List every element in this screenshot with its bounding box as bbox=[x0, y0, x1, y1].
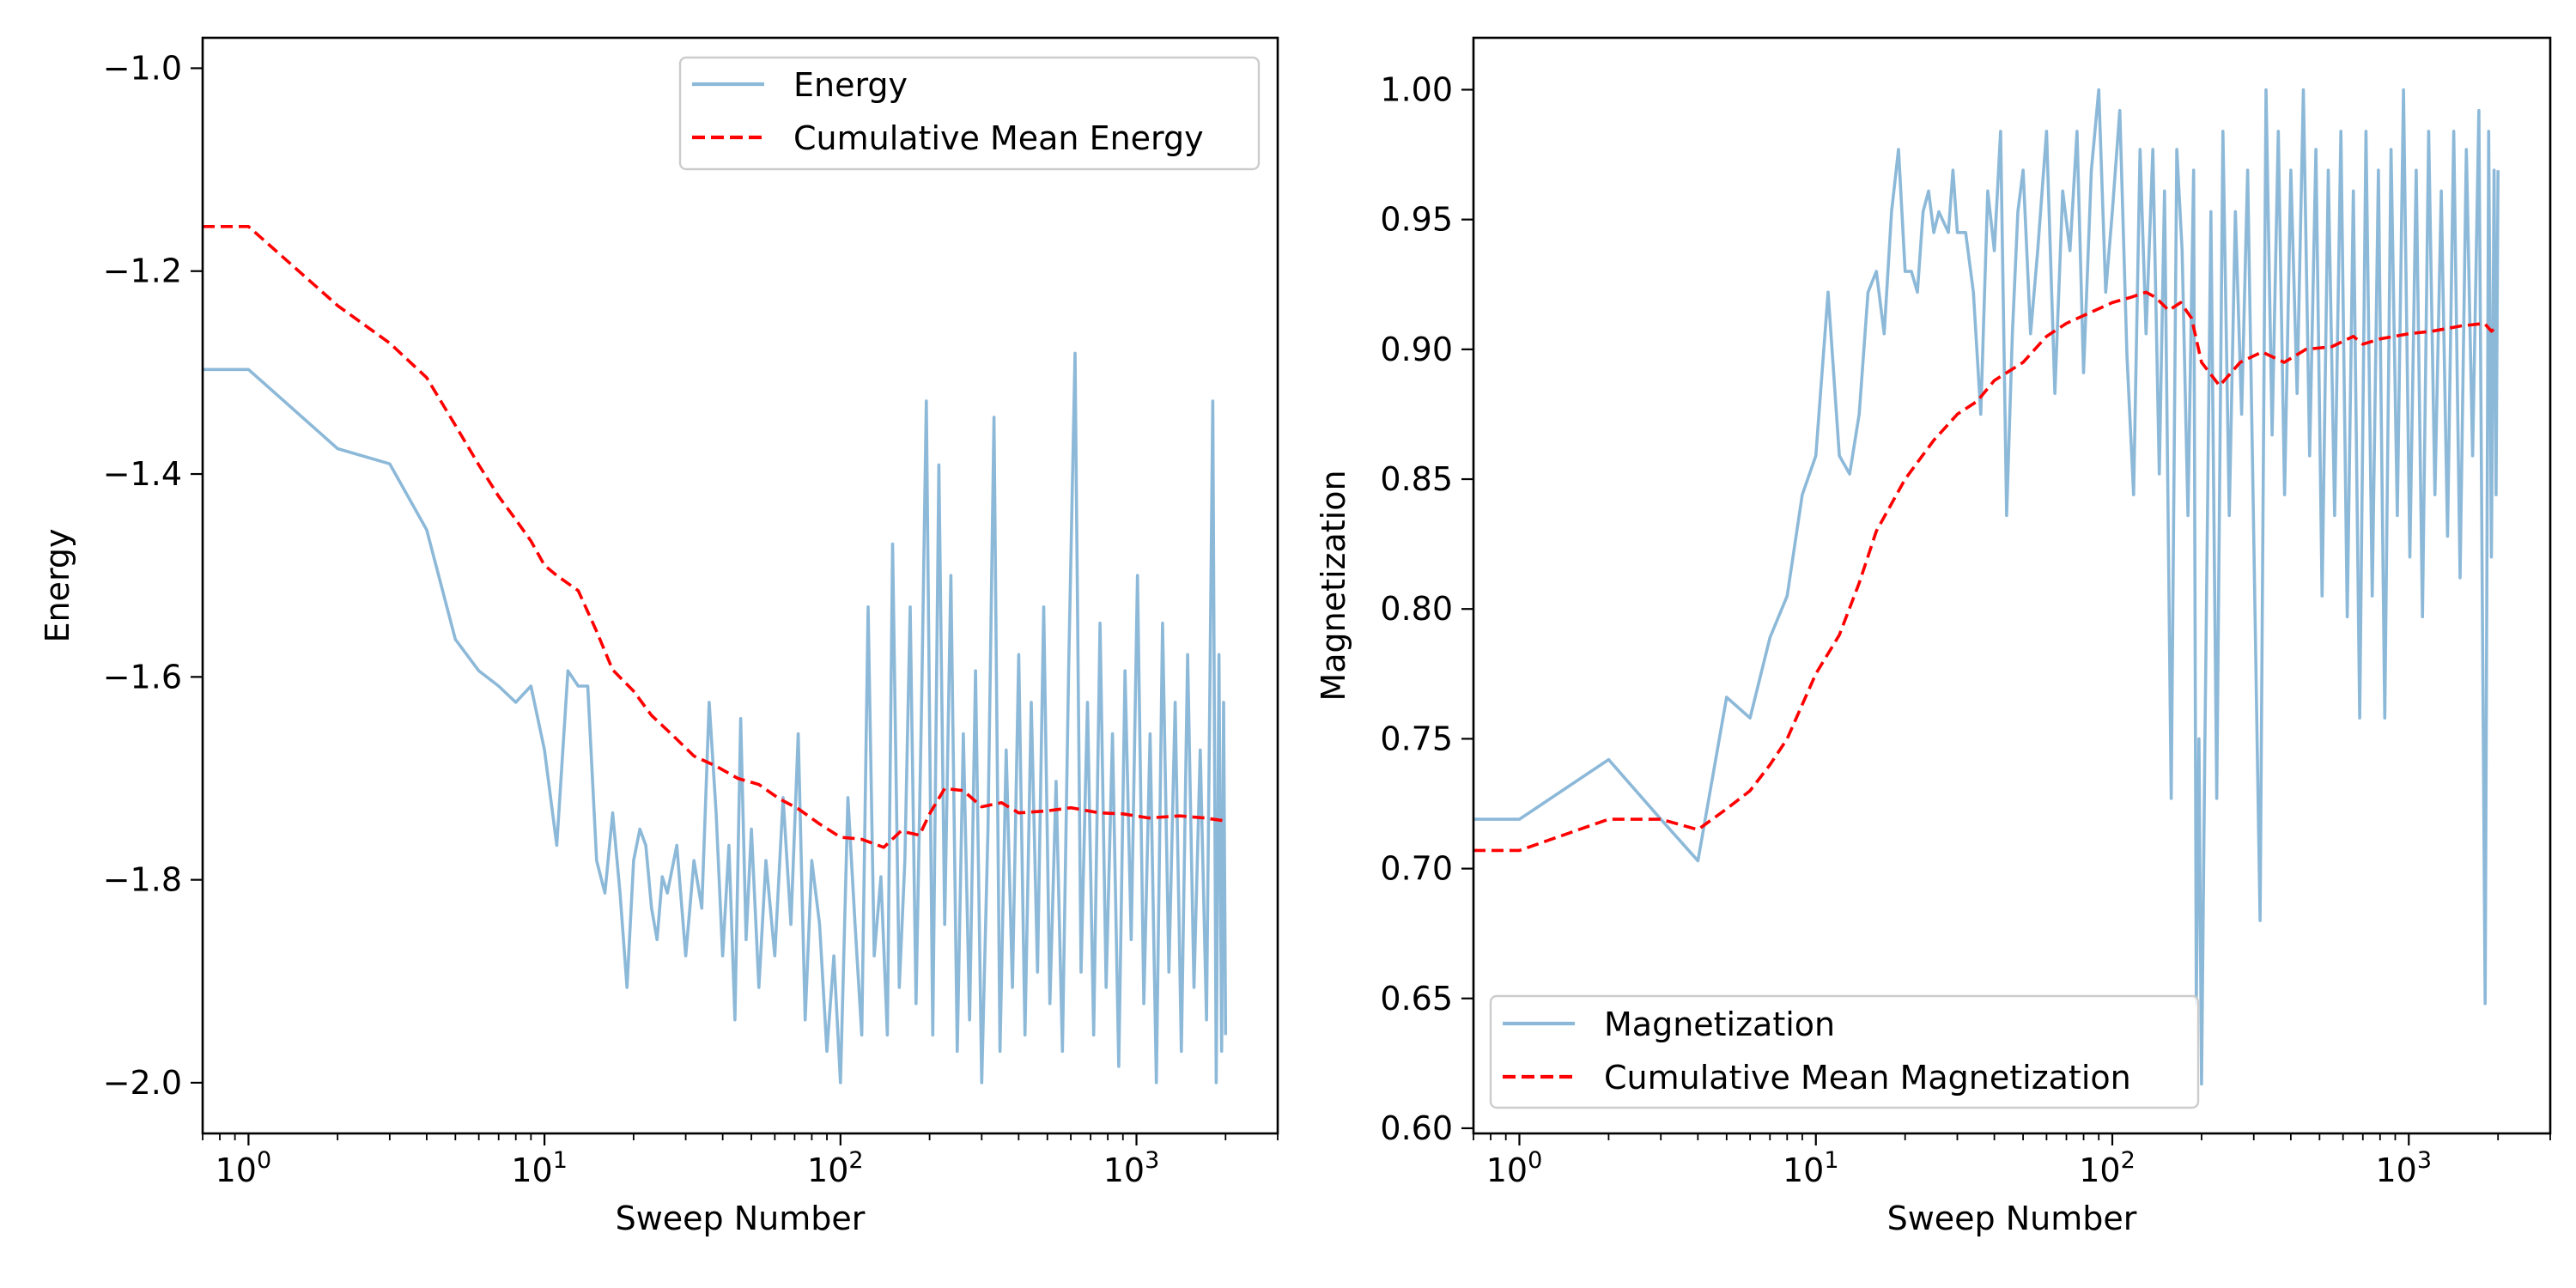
cumulative-mean-magnetization-legend-label: Cumulative Mean Magnetization bbox=[1604, 1059, 2131, 1097]
magnetization-x-tick-label: 103 bbox=[2375, 1147, 2432, 1189]
energy-y-tick-label: −1.0 bbox=[103, 49, 182, 87]
cumulative-mean-energy-line bbox=[203, 225, 1226, 849]
magnetization-y-tick-label: 1.00 bbox=[1380, 70, 1453, 108]
magnetization-plot-frame bbox=[1472, 36, 2552, 1135]
energy-plot-frame bbox=[201, 36, 1279, 1135]
energy-y-tick-label: −1.8 bbox=[103, 861, 182, 899]
magnetization-legend: Magnetization Cumulative Mean Magnetizat… bbox=[1489, 994, 2200, 1109]
energy-legend-box bbox=[678, 56, 1261, 171]
magnetization-plot-background bbox=[1473, 38, 2550, 1133]
energy-y-tick-label: −1.2 bbox=[103, 252, 182, 290]
energy-y-axis-label: Energy bbox=[39, 528, 76, 642]
magnetization-series-layer bbox=[1473, 88, 2500, 1086]
magnetization-y-tick-label: 0.65 bbox=[1380, 980, 1453, 1018]
energy-x-tick-label: 101 bbox=[511, 1147, 568, 1189]
energy-x-tick-label: 103 bbox=[1103, 1147, 1160, 1189]
energy-y-tick-label: −1.6 bbox=[103, 658, 182, 696]
magnetization-x-tick-label: 101 bbox=[1783, 1147, 1839, 1189]
magnetization-axis-ticks: 100 101 102 103 0.60 0.65 0.70 0.75 0.80 0.85 0.90… bbox=[1380, 70, 2551, 1189]
energy-legend-label: Energy bbox=[793, 66, 908, 104]
magnetization-y-tick-label: 0.70 bbox=[1380, 850, 1453, 888]
magnetization-y-tick-label: 0.75 bbox=[1380, 720, 1453, 757]
magnetization-legend-label: Magnetization bbox=[1604, 1005, 1835, 1043]
energy-legend: Energy Cumulative Mean Energy bbox=[678, 56, 1261, 171]
energy-x-tick-label: 102 bbox=[807, 1147, 864, 1189]
magnetization-y-tick-label: 0.60 bbox=[1380, 1109, 1453, 1147]
magnetization-x-axis-label: Sweep Number bbox=[1887, 1200, 2137, 1237]
energy-y-tick-label: −2.0 bbox=[103, 1064, 182, 1102]
energy-x-tick-label: 100 bbox=[216, 1147, 272, 1189]
cumulative-mean-magnetization-line bbox=[1473, 290, 2500, 853]
magnetization-line bbox=[1473, 88, 2500, 1086]
energy-plot: 100 101 102 103 −1.0 −1.2 −1.4 −1.6 −1.8 −2.0 Swe… bbox=[39, 36, 1279, 1237]
magnetization-x-tick-label: 100 bbox=[1486, 1147, 1543, 1189]
magnetization-x-tick-label: 102 bbox=[2079, 1147, 2136, 1189]
energy-y-tick-label: −1.4 bbox=[103, 455, 182, 493]
energy-x-axis-label: Sweep Number bbox=[616, 1200, 866, 1237]
magnetization-y-tick-label: 0.90 bbox=[1380, 331, 1453, 368]
magnetization-y-tick-label: 0.95 bbox=[1380, 201, 1453, 239]
magnetization-y-tick-label: 0.85 bbox=[1380, 460, 1453, 498]
magnetization-legend-box bbox=[1489, 994, 2200, 1109]
magnetization-y-axis-label: Magnetization bbox=[1315, 470, 1352, 701]
energy-plot-background bbox=[203, 38, 1278, 1133]
magnetization-y-tick-label: 0.80 bbox=[1380, 590, 1453, 628]
energy-line bbox=[203, 351, 1228, 1084]
cumulative-mean-energy-legend-label: Cumulative Mean Energy bbox=[793, 119, 1204, 157]
energy-series-layer bbox=[203, 225, 1228, 1084]
magnetization-plot: 100 101 102 103 0.60 0.65 0.70 0.75 0.80 0.85 0.90… bbox=[1315, 36, 2552, 1237]
